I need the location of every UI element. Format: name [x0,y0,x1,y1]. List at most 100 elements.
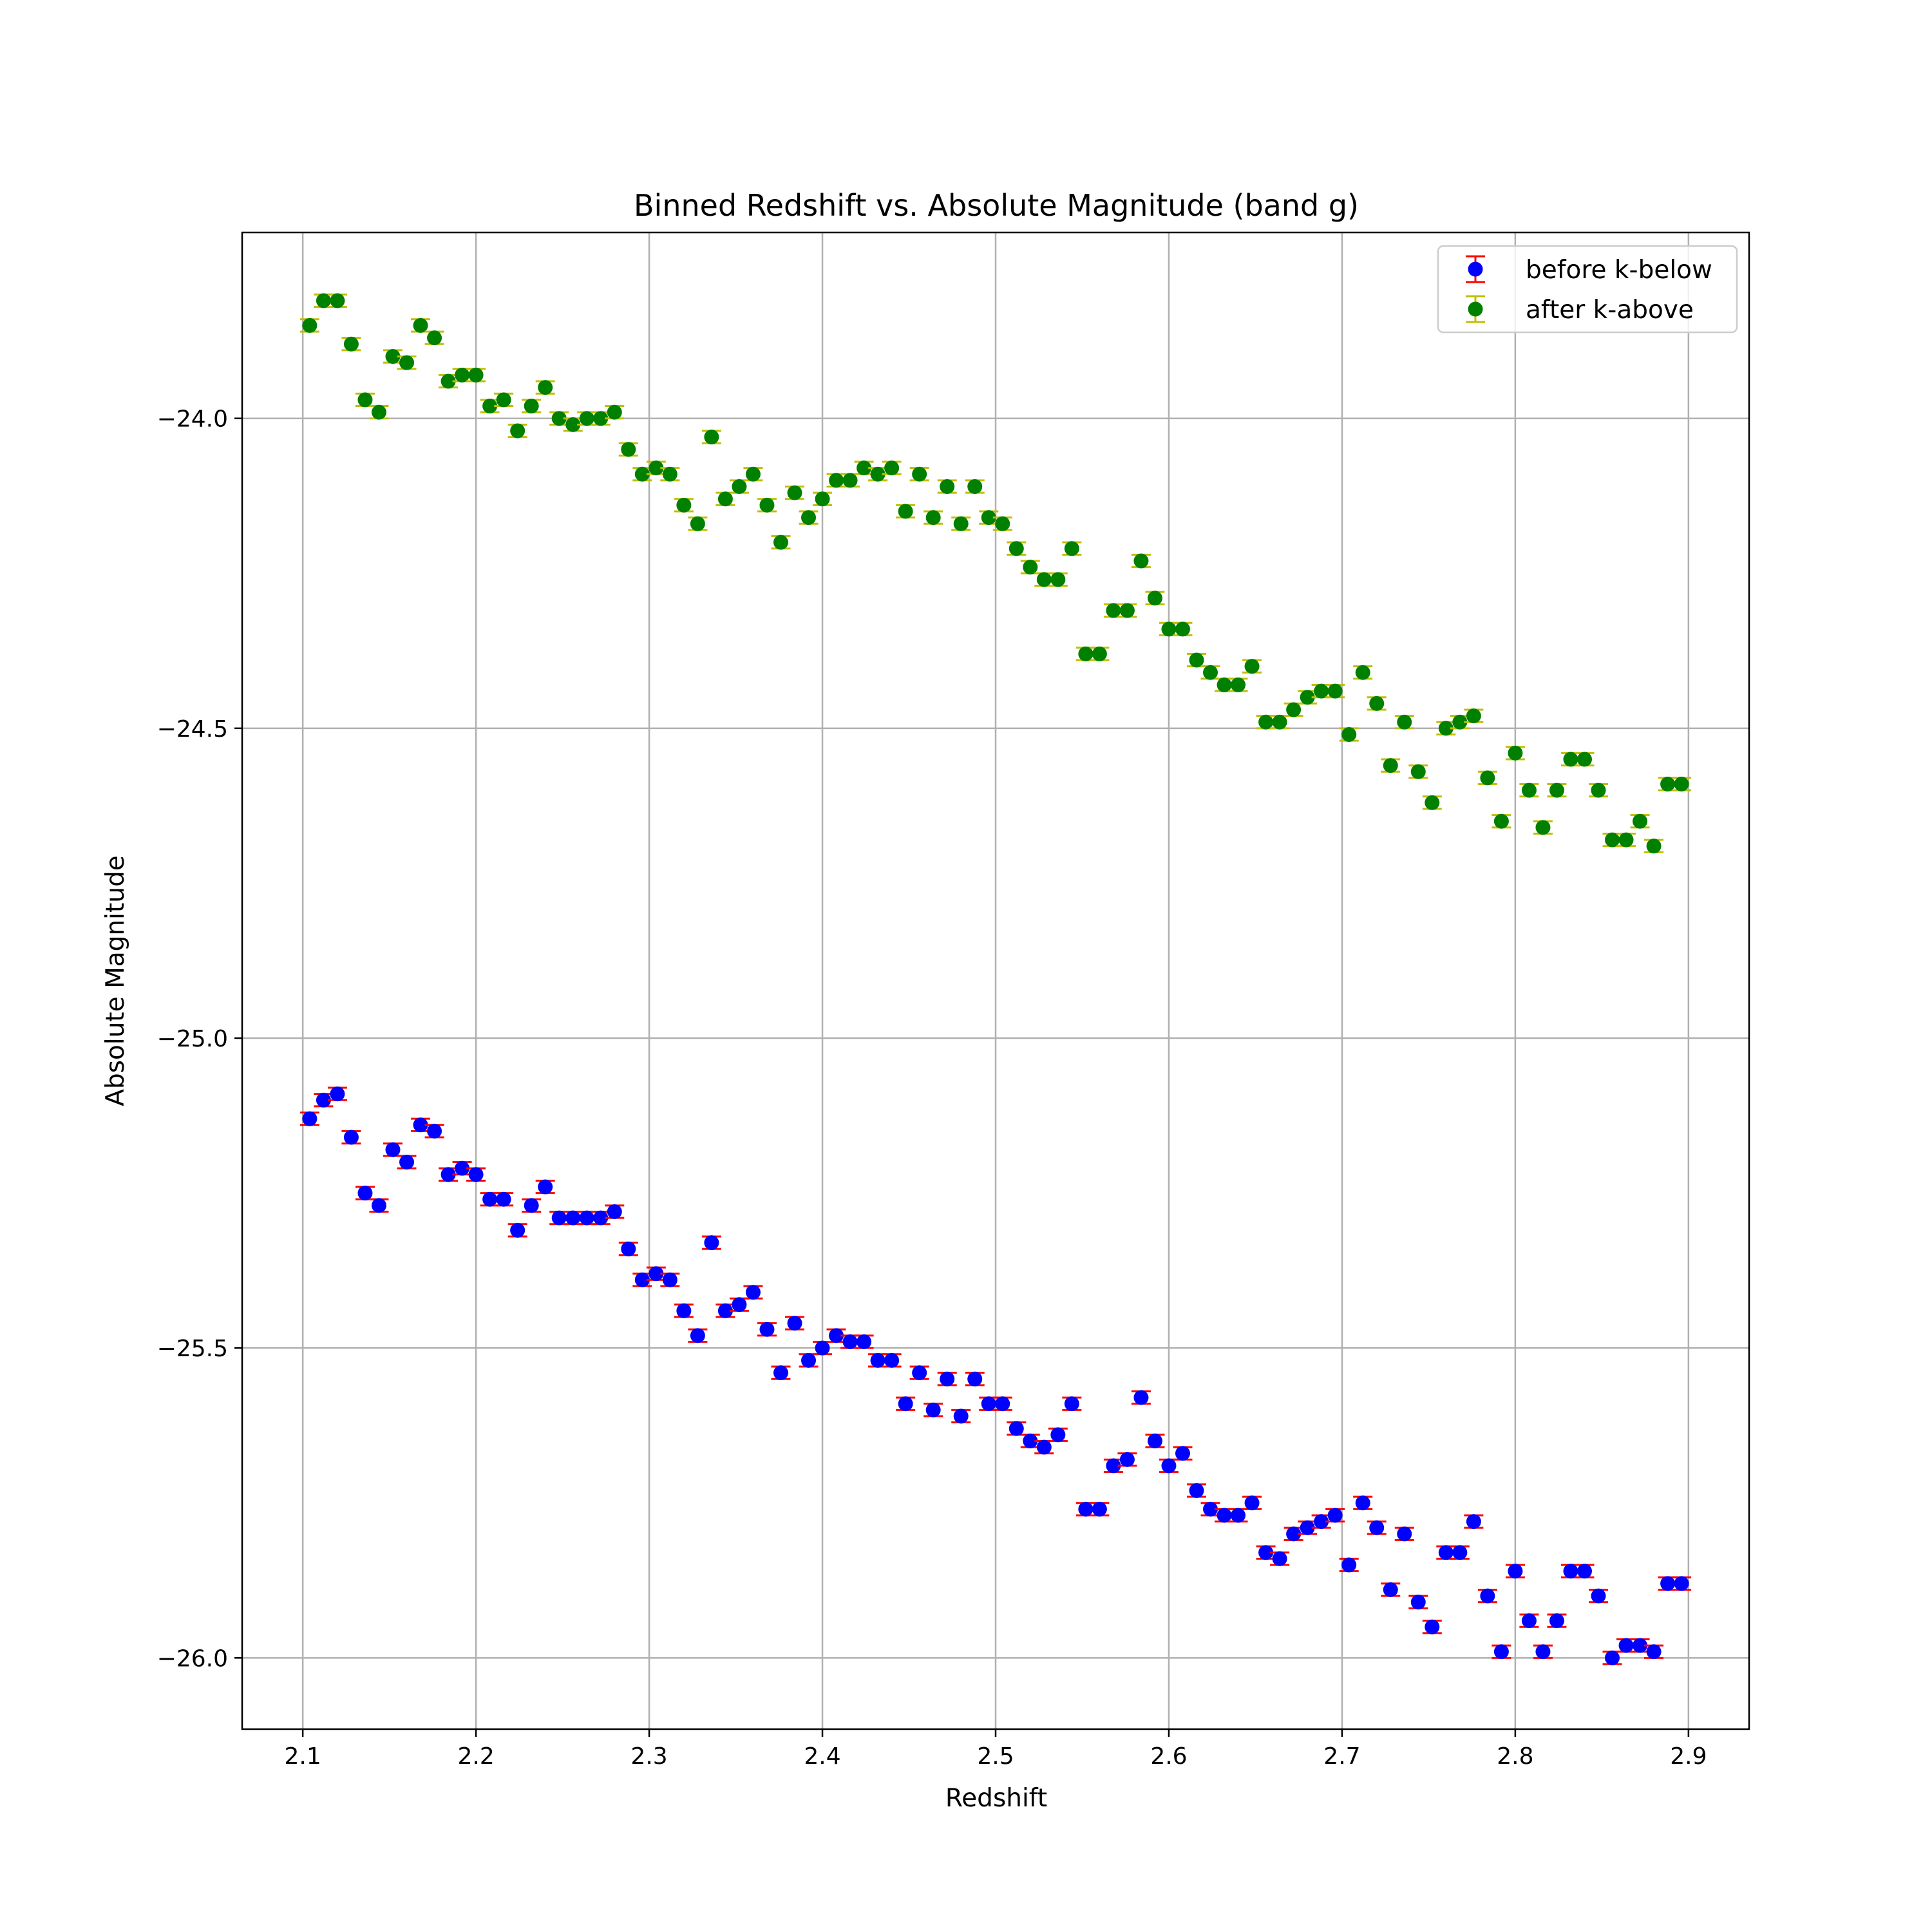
data-point [1244,659,1260,674]
data-point [1369,1520,1385,1535]
y-tick-label: −24.5 [157,716,228,743]
data-point [1106,1458,1121,1473]
data-point [357,1186,373,1201]
data-point [1591,782,1606,798]
data-point [1064,1396,1079,1412]
data-point [1438,721,1454,736]
data-point [1175,1446,1190,1461]
data-point [510,423,526,439]
data-point [316,1092,331,1108]
data-point [607,404,622,420]
data-point [829,473,844,488]
data-point [1286,702,1302,717]
data-point [455,367,470,383]
data-point [316,293,331,308]
data-point [634,466,650,482]
data-point [1493,1644,1509,1660]
data-point [1660,776,1676,791]
y-tick-label: −25.5 [157,1336,228,1362]
x-tick-label: 2.3 [630,1743,667,1770]
data-point [1480,770,1495,786]
data-point [662,1272,677,1287]
data-point [1217,677,1232,692]
data-point [759,497,775,513]
data-point [773,1365,788,1381]
y-tick-label: −25.0 [157,1026,228,1052]
data-point [399,355,415,370]
data-point [1258,714,1274,730]
data-point [967,1371,983,1387]
series-1 [299,1086,1692,1665]
data-point [468,1167,484,1182]
data-point [1646,838,1662,854]
data-point [1605,832,1620,848]
data-point [427,330,442,346]
legend-marker-after [1468,301,1483,317]
data-point [524,398,539,413]
data-point [496,1191,511,1207]
data-point [1535,820,1551,835]
data-point [1078,646,1094,661]
data-point [1397,714,1412,730]
data-point [842,473,858,488]
grid-lines [242,232,1749,1729]
data-point [995,1396,1010,1412]
data-point [343,336,359,352]
legend-item-before: before k-below [1466,255,1712,285]
data-point [302,1111,317,1126]
data-point [1341,1557,1357,1573]
x-tick-label: 2.4 [804,1743,840,1770]
data-point [1452,714,1468,730]
data-point [759,1321,775,1337]
chart-title: Binned Redshift vs. Absolute Magnitude (… [634,188,1359,223]
legend: before k-below after k-above [1437,245,1738,334]
data-point [912,1365,927,1381]
data-point [1674,1576,1689,1591]
data-point [676,497,692,513]
data-point [1119,1452,1135,1467]
data-point [1618,832,1634,848]
data-point [1092,646,1107,661]
data-point [1286,1526,1302,1542]
x-tick-label: 2.5 [977,1743,1014,1770]
data-point [912,466,927,482]
data-point [981,1396,996,1412]
data-point [717,491,733,507]
legend-frame [1437,245,1738,334]
data-point [1466,1514,1481,1530]
data-point [690,1328,705,1343]
data-point [1633,1638,1648,1653]
data-point [579,1210,594,1226]
data-point [1410,1595,1426,1610]
data-point [357,392,373,408]
data-point [1231,1508,1246,1523]
data-point [1618,1638,1634,1653]
data-point [1203,665,1218,680]
data-point [1466,708,1481,724]
data-point [1314,1514,1329,1530]
data-point [676,1303,692,1318]
data-point [1480,1588,1495,1604]
data-point [981,510,996,526]
data-point [925,510,941,526]
data-point [1563,1564,1578,1579]
data-point [1410,764,1426,779]
data-point [1050,1427,1066,1443]
data-point [857,460,872,476]
data-point [385,1142,401,1157]
data-point [579,411,594,426]
data-point [1036,1439,1052,1455]
data-point [1425,1619,1440,1634]
data-point [898,1396,913,1412]
data-point [1147,591,1162,606]
x-tick-label: 2.7 [1323,1743,1360,1770]
data-point [1327,683,1343,699]
data-point [1023,1434,1038,1449]
data-point [1106,603,1121,618]
legend-label-after: after k-above [1526,296,1694,325]
data-point [565,417,581,432]
data-point [1258,1545,1274,1560]
data-point [1314,683,1329,699]
data-point [1369,696,1385,711]
data-point [1355,665,1370,680]
